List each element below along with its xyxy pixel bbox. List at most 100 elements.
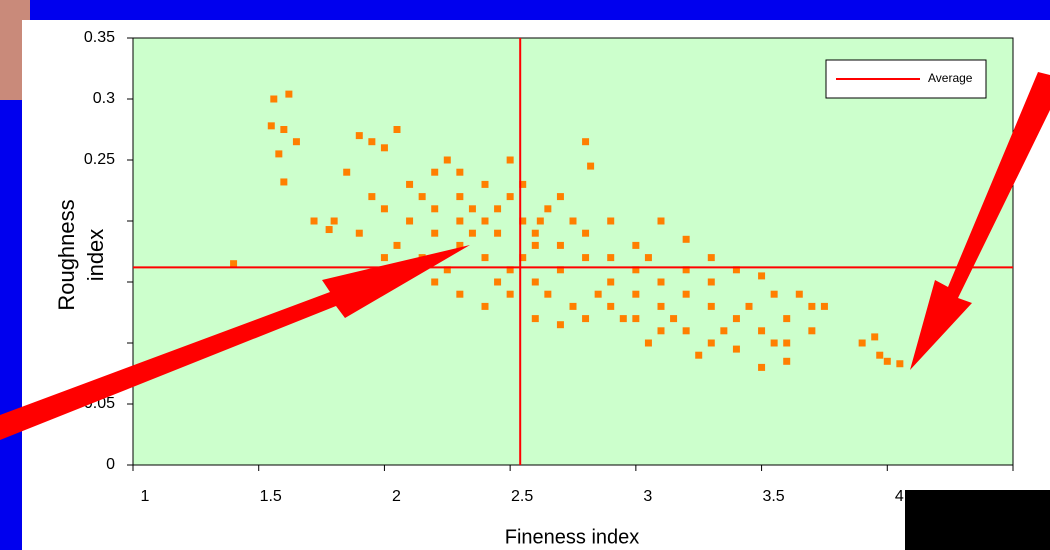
- point: [682, 290, 690, 298]
- point: [481, 180, 489, 188]
- point: [531, 229, 539, 237]
- y-axis-label: Roughness: [54, 199, 79, 310]
- point: [468, 229, 476, 237]
- point: [707, 254, 715, 262]
- point: [556, 241, 564, 249]
- point: [481, 302, 489, 310]
- point: [783, 357, 791, 365]
- point: [682, 266, 690, 274]
- point: [531, 278, 539, 286]
- point: [406, 180, 414, 188]
- x-tick-label: 2: [392, 488, 401, 505]
- point: [682, 235, 690, 243]
- point: [506, 193, 514, 201]
- point: [607, 217, 615, 225]
- point: [456, 193, 464, 201]
- point: [456, 217, 464, 225]
- point: [380, 254, 388, 262]
- point: [481, 217, 489, 225]
- point: [644, 339, 652, 347]
- point: [285, 90, 293, 98]
- point: [632, 266, 640, 274]
- point: [607, 254, 615, 262]
- y-tick-label: 0.25: [84, 151, 115, 168]
- inset-image: [905, 490, 1050, 550]
- point: [582, 254, 590, 262]
- x-tick-label: 1.5: [260, 488, 282, 505]
- point: [431, 278, 439, 286]
- point: [770, 290, 778, 298]
- point: [569, 302, 577, 310]
- point: [406, 217, 414, 225]
- point: [280, 178, 288, 186]
- point: [569, 217, 577, 225]
- point: [657, 302, 665, 310]
- point: [732, 266, 740, 274]
- point: [355, 229, 363, 237]
- point: [758, 363, 766, 371]
- point: [795, 290, 803, 298]
- point: [732, 315, 740, 323]
- point: [682, 327, 690, 335]
- point: [582, 229, 590, 237]
- y-tick-label: 0.3: [93, 90, 115, 107]
- point: [267, 122, 275, 130]
- point: [431, 168, 439, 176]
- point: [519, 217, 527, 225]
- point: [657, 217, 665, 225]
- point: [494, 229, 502, 237]
- point: [270, 95, 278, 103]
- point: [657, 327, 665, 335]
- point: [380, 144, 388, 152]
- point: [544, 205, 552, 213]
- point: [310, 217, 318, 225]
- x-tick-label: 1: [141, 488, 150, 505]
- point: [519, 254, 527, 262]
- point: [544, 290, 552, 298]
- point: [644, 254, 652, 262]
- point: [556, 321, 564, 329]
- point: [368, 193, 376, 201]
- point: [707, 278, 715, 286]
- point: [883, 357, 891, 365]
- x-axis-label: Fineness index: [505, 526, 640, 548]
- point: [431, 205, 439, 213]
- pointer-arrow: [0, 245, 470, 440]
- point: [783, 339, 791, 347]
- x-tick-label: 2.5: [511, 488, 533, 505]
- point: [481, 254, 489, 262]
- point: [380, 205, 388, 213]
- y-tick-label: 0: [106, 456, 115, 473]
- point: [506, 266, 514, 274]
- point: [456, 168, 464, 176]
- point: [587, 162, 595, 170]
- point: [619, 315, 627, 323]
- point: [443, 156, 451, 164]
- point: [858, 339, 866, 347]
- point: [808, 302, 816, 310]
- point: [808, 327, 816, 335]
- point: [456, 241, 464, 249]
- point: [820, 302, 828, 310]
- point: [519, 180, 527, 188]
- point: [343, 168, 351, 176]
- point: [770, 339, 778, 347]
- x-tick-label: 3: [643, 488, 652, 505]
- point: [418, 193, 426, 201]
- point: [758, 327, 766, 335]
- point: [355, 132, 363, 140]
- point: [707, 302, 715, 310]
- point: [670, 315, 678, 323]
- pointer-arrow: [910, 72, 1050, 370]
- point: [758, 272, 766, 280]
- point: [531, 241, 539, 249]
- point: [443, 266, 451, 274]
- point: [368, 138, 376, 146]
- point: [896, 360, 904, 368]
- point: [632, 315, 640, 323]
- point: [732, 345, 740, 353]
- point: [292, 138, 300, 146]
- point: [393, 126, 401, 133]
